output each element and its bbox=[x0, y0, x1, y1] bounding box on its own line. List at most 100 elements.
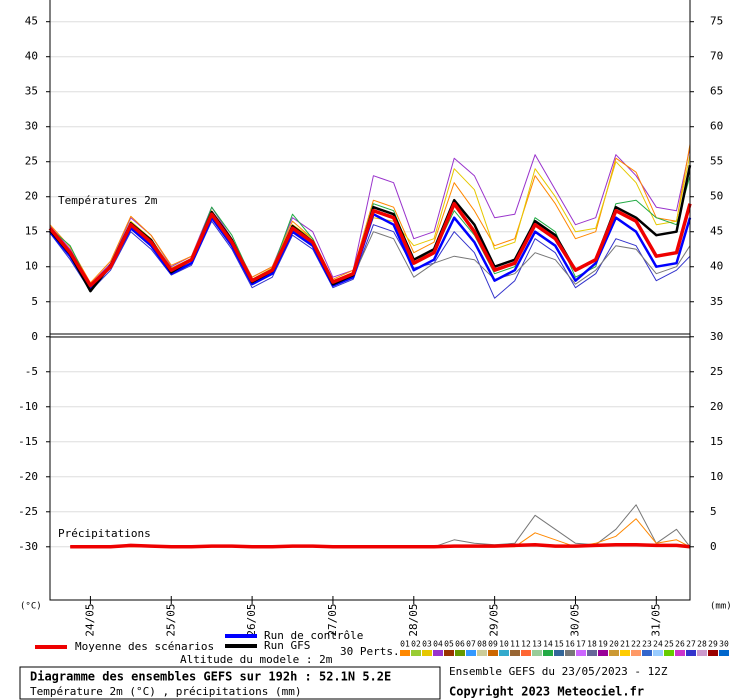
y-tick-label: 10 bbox=[25, 260, 38, 273]
y-unit: (°C) bbox=[20, 602, 42, 612]
y2-tick-label: 55 bbox=[710, 155, 723, 168]
y2-tick-label: 25 bbox=[710, 365, 723, 378]
perturbation-label: 03 bbox=[422, 640, 432, 649]
y2-tick-label: 0 bbox=[710, 540, 717, 553]
y2-tick-label: 70 bbox=[710, 50, 723, 63]
perturbation-swatch bbox=[719, 650, 729, 656]
series-line bbox=[49, 220, 691, 299]
perturbation-label: 18 bbox=[587, 640, 597, 649]
perturbation-swatch bbox=[642, 650, 652, 656]
perturbation-label: 12 bbox=[521, 640, 531, 649]
perturbation-label: 29 bbox=[708, 640, 718, 649]
perturbation-swatch bbox=[477, 650, 487, 656]
x-tick-label: 24/05 bbox=[83, 603, 96, 636]
perturbation-swatch bbox=[653, 650, 663, 656]
y-tick-label: -5 bbox=[25, 365, 38, 378]
perturbation-swatch bbox=[532, 650, 542, 656]
perturbation-swatch bbox=[411, 650, 421, 656]
series-line bbox=[49, 144, 691, 284]
perturbation-swatch bbox=[400, 650, 410, 656]
copyright: Copyright 2023 Meteociel.fr bbox=[449, 685, 644, 699]
perturbation-swatch bbox=[664, 650, 674, 656]
perturbation-label: 19 bbox=[598, 640, 608, 649]
x-tick-label: 28/05 bbox=[407, 603, 420, 636]
perturbation-swatch bbox=[455, 650, 465, 656]
perturbation-label: 24 bbox=[653, 640, 663, 649]
y-tick-label: 35 bbox=[25, 85, 38, 98]
y2-tick-label: 40 bbox=[710, 260, 723, 273]
x-tick-label: 30/05 bbox=[568, 603, 581, 636]
x-tick-label: 29/05 bbox=[488, 603, 501, 636]
perturbation-label: 04 bbox=[433, 640, 443, 649]
perturbations-label: 30 Perts. bbox=[340, 645, 400, 658]
perturbation-swatch bbox=[598, 650, 608, 656]
y-tick-label: 15 bbox=[25, 225, 38, 238]
perturbation-label: 10 bbox=[499, 640, 509, 649]
perturbation-label: 01 bbox=[400, 640, 410, 649]
perturbation-swatch bbox=[587, 650, 597, 656]
perturbation-label: 26 bbox=[675, 640, 685, 649]
perturbation-swatch bbox=[543, 650, 553, 656]
perturbation-label: 16 bbox=[565, 640, 575, 649]
perturbation-swatch bbox=[576, 650, 586, 656]
y2-tick-label: 5 bbox=[710, 505, 717, 518]
perturbation-label: 11 bbox=[510, 640, 520, 649]
y-tick-label: -15 bbox=[18, 435, 38, 448]
perturbation-label: 21 bbox=[620, 640, 630, 649]
y-tick-label: -25 bbox=[18, 505, 38, 518]
y-tick-label: 45 bbox=[25, 15, 38, 28]
perturbation-swatch bbox=[433, 650, 443, 656]
perturbation-swatch bbox=[554, 650, 564, 656]
perturbation-label: 05 bbox=[444, 640, 454, 649]
perturbation-label: 06 bbox=[455, 640, 465, 649]
footer-subtitle: Température 2m (°C) , précipitations (mm… bbox=[30, 685, 302, 698]
y-tick-label: 40 bbox=[25, 50, 38, 63]
y2-tick-label: 20 bbox=[710, 400, 723, 413]
y2-tick-label: 45 bbox=[710, 225, 723, 238]
perturbation-swatch bbox=[521, 650, 531, 656]
perturbation-label: 22 bbox=[631, 640, 641, 649]
perturbation-swatch bbox=[565, 650, 575, 656]
perturbation-label: 13 bbox=[532, 640, 542, 649]
plot-frame bbox=[49, 0, 691, 601]
x-tick-label: 27/05 bbox=[326, 603, 339, 636]
perturbation-label: 15 bbox=[554, 640, 564, 649]
series-line bbox=[70, 542, 691, 549]
y2-tick-label: 15 bbox=[710, 435, 723, 448]
perturbation-swatch bbox=[609, 650, 619, 656]
footer-box bbox=[19, 666, 441, 700]
y2-tick-label: 75 bbox=[710, 15, 723, 28]
y2-tick-label: 60 bbox=[710, 120, 723, 133]
y-tick-label: 20 bbox=[25, 190, 38, 203]
perturbation-label: 17 bbox=[576, 640, 586, 649]
perturbation-swatch bbox=[444, 650, 454, 656]
series-line bbox=[48, 201, 692, 288]
perturbation-swatch bbox=[620, 650, 630, 656]
y-tick-label: -30 bbox=[18, 540, 38, 553]
y-tick-label: 5 bbox=[31, 295, 38, 308]
perturbation-swatch bbox=[631, 650, 641, 656]
altitude: Altitude du modele : 2m bbox=[180, 653, 333, 666]
y2-tick-label: 30 bbox=[710, 330, 723, 343]
y-tick-label: 0 bbox=[31, 330, 38, 343]
perturbation-label: 07 bbox=[466, 640, 476, 649]
y-tick-label: -20 bbox=[18, 470, 38, 483]
x-tick-label: 26/05 bbox=[245, 603, 258, 636]
perturbation-swatch bbox=[488, 650, 498, 656]
perturbation-swatch bbox=[466, 650, 476, 656]
y2-tick-label: 10 bbox=[710, 470, 723, 483]
perturbation-label: 28 bbox=[697, 640, 707, 649]
y-tick-label: 25 bbox=[25, 155, 38, 168]
x-tick-label: 31/05 bbox=[649, 603, 662, 636]
legend-label: Run GFS bbox=[264, 639, 310, 652]
y2-unit: (mm) bbox=[710, 602, 732, 612]
y2-tick-label: 65 bbox=[710, 85, 723, 98]
perturbation-label: 09 bbox=[488, 640, 498, 649]
panel-label: Précipitations bbox=[58, 527, 151, 540]
perturbation-label: 25 bbox=[664, 640, 674, 649]
perturbation-label: 14 bbox=[543, 640, 553, 649]
perturbation-label: 02 bbox=[411, 640, 421, 649]
x-tick-label: 25/05 bbox=[164, 603, 177, 636]
legend-label: Moyenne des scénarios bbox=[75, 640, 214, 653]
